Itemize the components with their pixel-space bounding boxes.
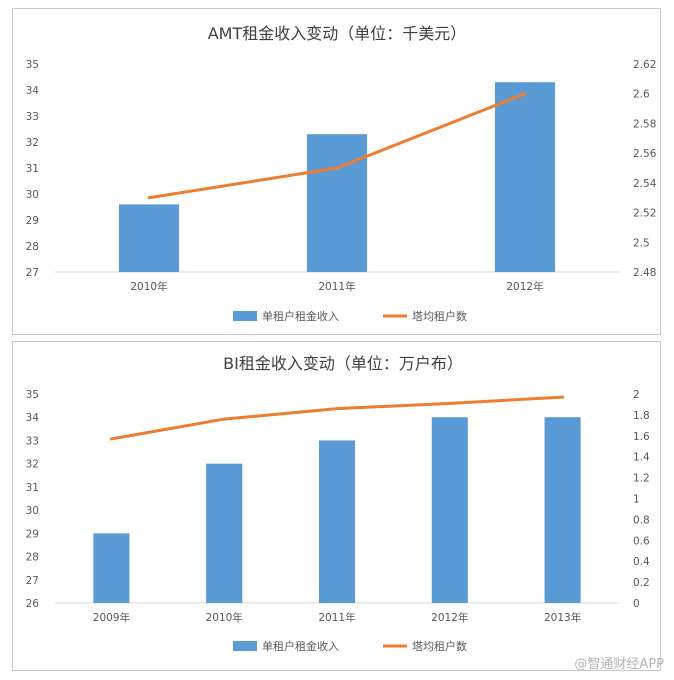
y-left-tick-label: 32 bbox=[26, 137, 39, 149]
bar bbox=[431, 417, 468, 603]
bar bbox=[544, 417, 581, 603]
y-right-tick-label: 0.6 bbox=[633, 535, 650, 547]
y-left-tick-label: 26 bbox=[26, 598, 40, 610]
bar bbox=[318, 440, 356, 603]
y-left-tick-label: 34 bbox=[26, 85, 40, 97]
y-right-tick-label: 0.2 bbox=[633, 577, 650, 589]
series-line bbox=[109, 395, 565, 441]
series-line bbox=[147, 92, 527, 200]
bar bbox=[494, 82, 556, 272]
y-left-tick-label: 35 bbox=[26, 59, 39, 71]
y-right-tick-label: 2.5 bbox=[633, 237, 650, 249]
y-right-tick-label: 2.48 bbox=[633, 267, 656, 279]
y-right-tick-label: 2 bbox=[633, 389, 640, 401]
chart-title: AMT租金收入变动（单位：千美元） bbox=[208, 24, 467, 43]
y-right-tick-label: 1 bbox=[633, 494, 640, 506]
y-right-tick-label: 2.62 bbox=[633, 59, 656, 71]
y-right-tick-label: 0.8 bbox=[633, 514, 650, 526]
y-left-tick-label: 28 bbox=[26, 241, 39, 253]
legend-bar-swatch bbox=[233, 641, 257, 651]
y-left-tick-label: 27 bbox=[26, 267, 39, 279]
bar bbox=[93, 533, 130, 603]
y-left-tick-label: 32 bbox=[26, 459, 39, 471]
y-right-tick-label: 1.8 bbox=[633, 410, 650, 422]
x-tick-label: 2010年 bbox=[130, 280, 167, 293]
y-right-tick-label: 2.56 bbox=[633, 148, 657, 160]
x-tick-label: 2011年 bbox=[318, 611, 355, 624]
y-right-tick-label: 1.4 bbox=[633, 452, 650, 464]
y-right-tick-label: 1.6 bbox=[633, 431, 650, 443]
y-left-tick-label: 29 bbox=[26, 215, 39, 227]
y-right-tick-label: 0 bbox=[633, 598, 640, 610]
x-tick-label: 2012年 bbox=[431, 611, 468, 624]
y-right-tick-label: 2.6 bbox=[633, 89, 650, 101]
y-left-tick-label: 33 bbox=[26, 435, 39, 447]
x-tick-label: 2009年 bbox=[93, 611, 130, 624]
y-right-tick-label: 2.52 bbox=[633, 208, 656, 220]
y-left-tick-label: 28 bbox=[26, 552, 39, 564]
legend-bar-label: 单租户租金收入 bbox=[262, 309, 339, 323]
x-tick-label: 2011年 bbox=[318, 280, 355, 293]
x-tick-label: 2012年 bbox=[506, 280, 543, 293]
bar bbox=[306, 134, 368, 272]
y-left-tick-label: 34 bbox=[26, 412, 40, 424]
y-left-tick-label: 33 bbox=[26, 111, 39, 123]
bar bbox=[206, 463, 243, 603]
x-tick-label: 2013年 bbox=[544, 611, 581, 624]
chart-title: BI租金收入变动（单位：万户布） bbox=[223, 354, 463, 373]
y-right-tick-label: 1.2 bbox=[633, 473, 650, 485]
bi-chart: BI租金收入变动（单位：万户布） 26 27 28 29 30 31 32 33 34 35 0 0.2… bbox=[26, 354, 650, 653]
bar bbox=[118, 204, 180, 272]
legend-line-label: 塔均租户数 bbox=[412, 309, 467, 323]
legend-bar-label: 单租户租金收入 bbox=[262, 639, 339, 653]
y-right-tick-label: 0.4 bbox=[633, 556, 650, 568]
legend-bar-swatch bbox=[233, 311, 257, 321]
watermark: @智通财经APP bbox=[574, 657, 664, 672]
amt-chart: AMT租金收入变动（单位：千美元） 27 28 29 30 31 32 33 34 35 2.48 2… bbox=[26, 24, 657, 323]
bi-chart-panel: BI租金收入变动（单位：万户布） 26 27 28 29 30 31 32 33 34 35 0 0.2… bbox=[12, 341, 661, 671]
y-left-tick-label: 35 bbox=[26, 389, 39, 401]
x-tick-label: 2010年 bbox=[206, 611, 243, 624]
y-right-tick-label: 2.54 bbox=[633, 178, 657, 190]
y-right-tick-label: 2.58 bbox=[633, 118, 656, 130]
y-left-tick-label: 29 bbox=[26, 528, 39, 540]
amt-chart-panel: AMT租金收入变动（单位：千美元） 27 28 29 30 31 32 33 34 35 2.48 2… bbox=[12, 8, 661, 335]
y-left-tick-label: 31 bbox=[26, 482, 39, 494]
y-left-tick-label: 31 bbox=[26, 163, 39, 175]
y-left-tick-label: 27 bbox=[26, 575, 39, 587]
legend-line-label: 塔均租户数 bbox=[412, 639, 467, 653]
y-left-tick-label: 30 bbox=[26, 189, 39, 201]
y-left-tick-label: 30 bbox=[26, 505, 39, 517]
